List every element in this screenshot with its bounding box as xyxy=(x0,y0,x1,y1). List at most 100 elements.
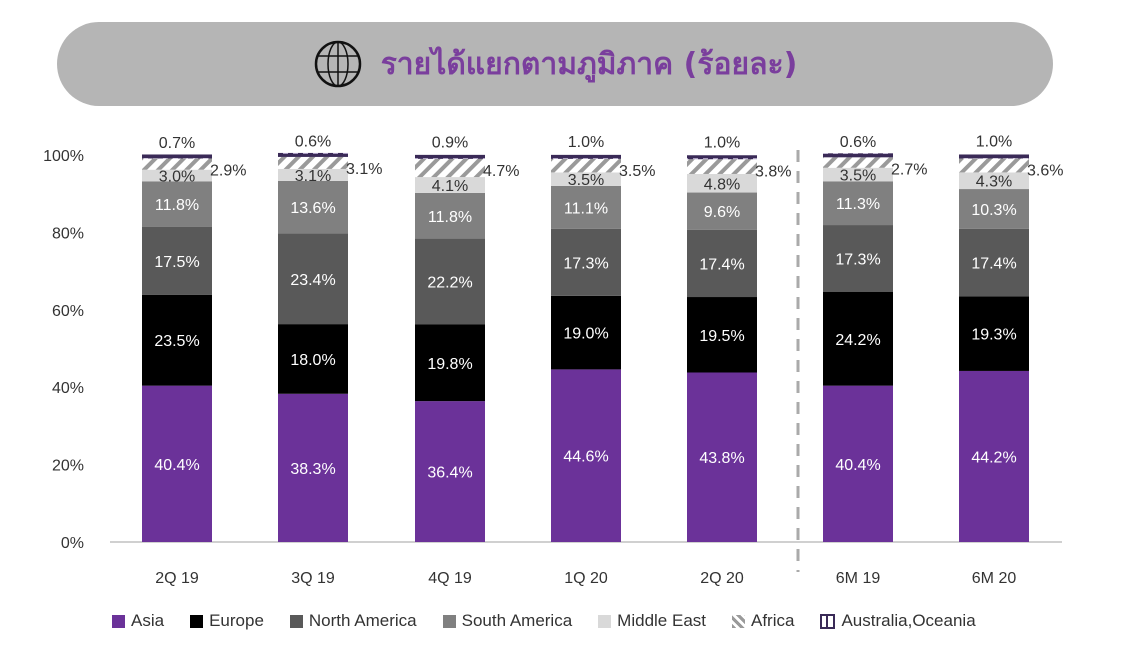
legend-label: South America xyxy=(461,611,573,630)
bar-segment-europe xyxy=(278,324,348,394)
bar-segment-europe xyxy=(823,291,893,386)
bar-segment-europe xyxy=(142,294,212,386)
bar-segment-australia-oceania xyxy=(823,153,893,158)
bar-segment-australia-oceania xyxy=(415,154,485,159)
data-label: 3.5% xyxy=(619,163,655,180)
bar-segment-africa xyxy=(278,156,348,169)
data-label: 0.9% xyxy=(432,134,468,151)
legend-item: North America xyxy=(289,611,417,631)
bar-segment-north-america xyxy=(415,238,485,325)
data-label: 40.4% xyxy=(835,457,880,474)
bar-segment-asia xyxy=(959,370,1029,542)
data-label: 19.5% xyxy=(699,328,744,345)
data-label: 19.0% xyxy=(563,326,608,343)
bar-segment-middle-east xyxy=(687,173,757,193)
data-label: 4.1% xyxy=(432,178,468,195)
bar-segment-africa xyxy=(551,158,621,173)
x-tick-label: 2Q 19 xyxy=(155,570,199,587)
globe-icon xyxy=(314,40,361,88)
data-label: 44.6% xyxy=(563,449,608,466)
data-label: 38.3% xyxy=(290,461,335,478)
bar-segment-asia xyxy=(142,385,212,542)
legend-swatch xyxy=(190,614,204,628)
y-tick-label: 40% xyxy=(52,380,84,397)
bar-segment-middle-east xyxy=(959,172,1029,190)
legend-item: Middle East xyxy=(598,611,706,631)
data-label: 23.5% xyxy=(154,333,199,350)
legend-swatch xyxy=(289,614,303,628)
bar-segment-middle-east xyxy=(823,167,893,182)
y-tick-label: 20% xyxy=(52,458,84,475)
data-label: 4.7% xyxy=(483,163,519,180)
bar-segment-middle-east xyxy=(415,177,485,193)
bar-segment-australia-oceania xyxy=(142,154,212,159)
bar-segment-africa xyxy=(959,158,1029,173)
bar-segment-australia-oceania xyxy=(959,154,1029,159)
bar-segment-south-america xyxy=(142,181,212,227)
bar-segment-asia xyxy=(278,393,348,542)
bar-segment-north-america xyxy=(823,225,893,292)
legend-item: Australia,Oceania xyxy=(820,611,976,631)
x-tick-label: 3Q 19 xyxy=(291,570,335,587)
bar-segment-south-america xyxy=(687,192,757,230)
data-label: 43.8% xyxy=(699,450,744,467)
legend-label: Africa xyxy=(751,611,795,630)
bar-segment-south-america xyxy=(278,180,348,234)
data-label: 2.9% xyxy=(210,162,246,179)
data-label: 24.2% xyxy=(835,332,880,349)
bar-segment-middle-east xyxy=(278,168,348,181)
data-label: 3.6% xyxy=(1027,162,1063,179)
bar-segment-europe xyxy=(959,296,1029,371)
legend-swatch xyxy=(442,614,456,628)
x-tick-label: 6M 19 xyxy=(836,570,881,587)
data-label: 11.8% xyxy=(155,197,199,214)
data-label: 3.1% xyxy=(346,161,382,178)
legend-swatch xyxy=(598,614,612,628)
legend-item: Africa xyxy=(732,611,794,631)
bar-segment-asia xyxy=(551,369,621,542)
bar-segment-south-america xyxy=(959,189,1029,229)
legend-label: Asia xyxy=(131,611,165,630)
bar-segment-europe xyxy=(687,297,757,373)
bar-segment-north-america xyxy=(278,233,348,325)
data-label: 2.7% xyxy=(891,161,927,178)
x-tick-label: 6M 20 xyxy=(972,570,1017,587)
data-label: 4.8% xyxy=(704,176,740,193)
bar-segment-asia xyxy=(415,401,485,542)
data-label: 9.6% xyxy=(704,204,740,221)
data-label: 36.4% xyxy=(427,465,472,482)
y-tick-label: 80% xyxy=(52,225,84,242)
data-label: 10.3% xyxy=(971,202,1016,219)
data-label: 44.2% xyxy=(971,449,1016,466)
title-banner: รายได้แยกตามภูมิภาค (ร้อยละ) xyxy=(57,22,1053,106)
data-label: 17.4% xyxy=(699,256,744,273)
data-label: 3.8% xyxy=(755,163,791,180)
chart-title: รายได้แยกตามภูมิภาค (ร้อยละ) xyxy=(380,46,798,82)
data-label: 13.6% xyxy=(290,200,335,217)
data-label: 22.2% xyxy=(427,275,472,292)
data-label: 1.0% xyxy=(568,134,604,151)
bar-segment-middle-east xyxy=(142,169,212,182)
data-label: 40.4% xyxy=(154,457,199,474)
data-label: 3.5% xyxy=(840,168,876,185)
x-tick-label: 4Q 19 xyxy=(428,570,472,587)
data-label: 0.7% xyxy=(159,135,195,152)
bar-segment-africa xyxy=(142,158,212,170)
bar-segment-south-america xyxy=(551,185,621,229)
bar-segment-south-america xyxy=(415,192,485,239)
bar-segment-north-america xyxy=(687,229,757,298)
y-tick-label: 100% xyxy=(43,148,84,165)
y-tick-label: 0% xyxy=(61,535,84,552)
data-label: 11.1% xyxy=(564,200,608,217)
data-label: 17.3% xyxy=(563,255,608,272)
bar-segment-africa xyxy=(687,159,757,174)
bar-segment-australia-oceania xyxy=(278,152,348,157)
bar-segment-asia xyxy=(687,372,757,542)
data-label: 4.3% xyxy=(976,174,1012,191)
data-label: 11.8% xyxy=(428,209,472,226)
data-label: 1.0% xyxy=(704,134,740,151)
bar-segment-africa xyxy=(823,157,893,168)
legend-label: Middle East xyxy=(617,611,706,630)
data-label: 17.5% xyxy=(154,254,199,271)
